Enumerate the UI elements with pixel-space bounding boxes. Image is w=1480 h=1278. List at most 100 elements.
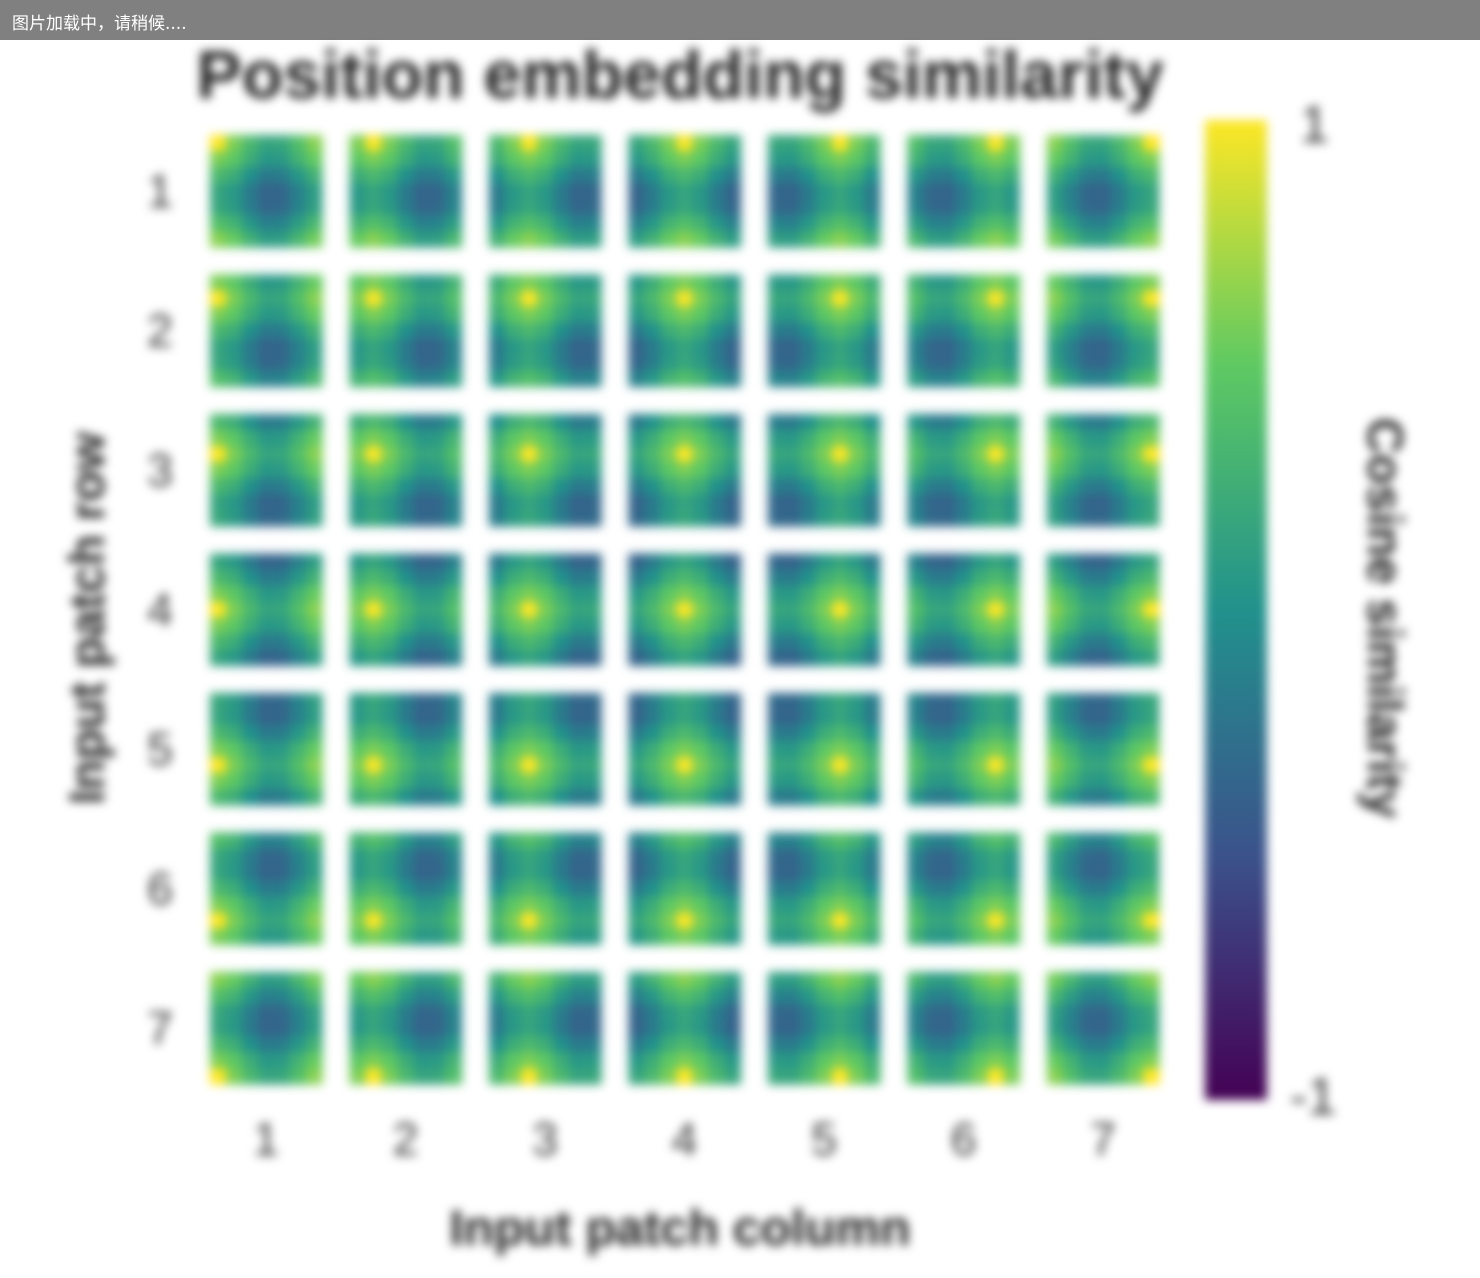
heatmap-cell xyxy=(939,494,957,511)
heatmap-cell xyxy=(939,446,957,463)
heatmap-cell xyxy=(381,338,399,356)
heatmap-tile xyxy=(489,414,602,527)
row-tick-label: 6 xyxy=(147,863,173,915)
heatmap-cell xyxy=(955,789,973,806)
heatmap-cell xyxy=(397,928,415,946)
heatmap-cell xyxy=(306,430,323,447)
heatmap-cell xyxy=(553,135,570,152)
heatmap-cell xyxy=(505,972,522,989)
heatmap-cell xyxy=(1063,832,1080,850)
heatmap-cell xyxy=(1127,1020,1144,1037)
heatmap-cell xyxy=(800,553,817,571)
heatmap-cell xyxy=(258,414,275,431)
heatmap-cell xyxy=(971,370,989,388)
heatmap-cell xyxy=(971,601,989,619)
heatmap-cell xyxy=(306,880,323,898)
heatmap-cell xyxy=(768,585,785,603)
heatmap-cell xyxy=(864,322,881,340)
heatmap-cell xyxy=(537,199,554,216)
heatmap-cell xyxy=(569,231,586,248)
heatmap-cell xyxy=(1079,757,1096,774)
heatmap-cell xyxy=(1079,1052,1096,1069)
heatmap-cell xyxy=(569,741,586,758)
heatmap-cell xyxy=(848,601,865,619)
heatmap-cell xyxy=(537,354,554,372)
heatmap-cell xyxy=(1143,462,1160,479)
heatmap-cell xyxy=(365,757,383,774)
heatmap-cell xyxy=(1095,1004,1112,1021)
heatmap-cell xyxy=(413,773,431,790)
heatmap-cell xyxy=(290,430,307,447)
heatmap-tile xyxy=(1047,135,1160,248)
heatmap-cell xyxy=(800,773,817,790)
heatmap-cell xyxy=(708,290,726,308)
heatmap-cell xyxy=(708,725,726,742)
heatmap-cell xyxy=(429,988,447,1005)
loading-text: 图片加载中，请稍候.... xyxy=(12,14,187,34)
heatmap-cell xyxy=(848,988,865,1005)
heatmap-cell xyxy=(676,972,694,989)
heatmap-cell xyxy=(923,972,941,989)
heatmap-cell xyxy=(987,601,1005,619)
heatmap-cell xyxy=(768,649,785,667)
heatmap-cell xyxy=(1047,430,1064,447)
heatmap-cell xyxy=(768,354,785,372)
heatmap-cell xyxy=(365,430,383,447)
heatmap-cell xyxy=(768,601,785,619)
heatmap-cell xyxy=(397,354,415,372)
heatmap-cell xyxy=(521,306,538,324)
heatmap-cell xyxy=(784,183,801,200)
heatmap-cell xyxy=(800,462,817,479)
heatmap-cell xyxy=(258,306,275,324)
heatmap-cell xyxy=(537,306,554,324)
heatmap-cell xyxy=(429,167,447,184)
heatmap-cell xyxy=(306,462,323,479)
heatmap-cell xyxy=(1127,617,1144,635)
heatmap-cell xyxy=(445,354,463,372)
heatmap-cell xyxy=(724,135,742,152)
heatmap-cell xyxy=(628,183,646,200)
heatmap-cell xyxy=(800,633,817,651)
heatmap-cell xyxy=(676,1004,694,1021)
heatmap-cell xyxy=(505,896,522,914)
heatmap-tile xyxy=(1047,274,1160,388)
heatmap-cell xyxy=(1127,354,1144,372)
heatmap-cell xyxy=(784,510,801,527)
heatmap-cell xyxy=(1127,709,1144,726)
heatmap-cell xyxy=(987,322,1005,340)
heatmap-cell xyxy=(1095,430,1112,447)
heatmap-cell xyxy=(290,757,307,774)
heatmap-cell xyxy=(907,864,925,882)
heatmap-cell xyxy=(692,633,710,651)
heatmap-cell xyxy=(1143,199,1160,216)
heatmap-cell xyxy=(381,370,399,388)
heatmap-cell xyxy=(676,789,694,806)
heatmap-cell xyxy=(306,741,323,758)
heatmap-cell xyxy=(907,167,925,184)
heatmap-cell xyxy=(923,725,941,742)
heatmap-cell xyxy=(784,757,801,774)
heatmap-cell xyxy=(365,135,383,152)
heatmap-cell xyxy=(628,1004,646,1021)
heatmap-cell xyxy=(800,1036,817,1053)
heatmap-cell xyxy=(445,494,463,511)
heatmap-cell xyxy=(676,183,694,200)
heatmap-cell xyxy=(445,832,463,850)
heatmap-cell xyxy=(445,848,463,866)
heatmap-cell xyxy=(585,1052,602,1069)
heatmap-cell xyxy=(290,167,307,184)
heatmap-cell xyxy=(768,832,785,850)
heatmap-cell xyxy=(585,354,602,372)
heatmap-cell xyxy=(445,231,463,248)
heatmap-cell xyxy=(832,789,849,806)
heatmap-cell xyxy=(784,988,801,1005)
heatmap-cell xyxy=(397,274,415,292)
heatmap-cell xyxy=(848,510,865,527)
heatmap-cell xyxy=(1079,848,1096,866)
heatmap-cell xyxy=(290,617,307,635)
heatmap-cell xyxy=(1047,896,1064,914)
heatmap-cell xyxy=(768,928,785,946)
heatmap-cell xyxy=(800,988,817,1005)
heatmap-cell xyxy=(445,601,463,619)
heatmap-cell xyxy=(274,709,291,726)
